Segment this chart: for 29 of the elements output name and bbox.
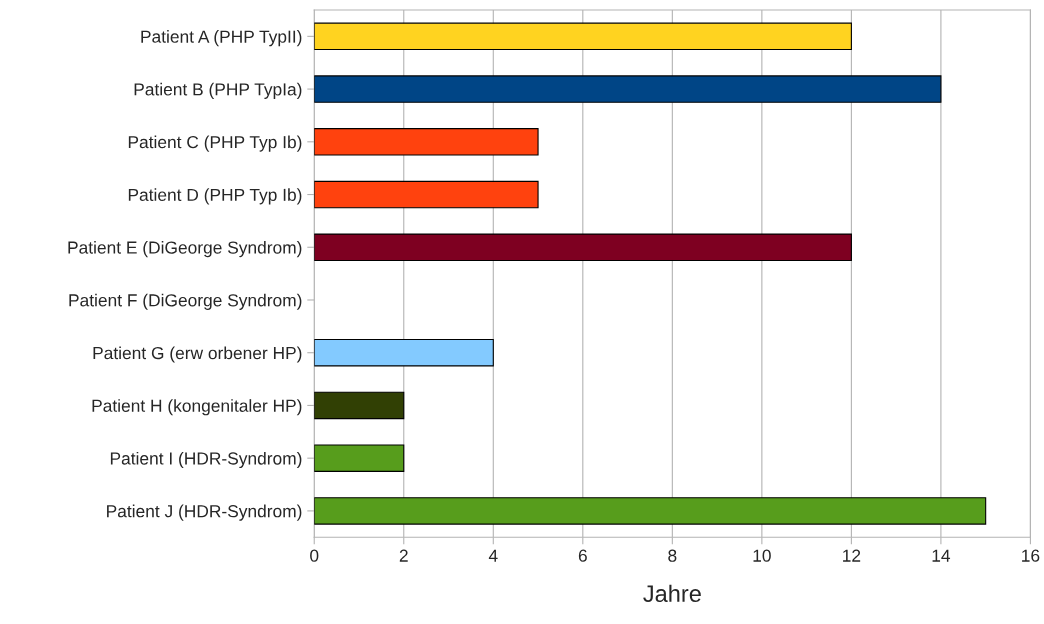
bar <box>314 338 494 367</box>
bar <box>314 444 405 472</box>
bar <box>314 497 987 525</box>
x-tick-label: 10 <box>753 549 771 562</box>
bar <box>314 75 942 103</box>
x-axis-title: Jahre <box>643 584 701 603</box>
y-tick-label: Patient F (DiGeorge Syndrom) <box>69 293 302 310</box>
x-tick-label: 2 <box>399 549 408 562</box>
y-tick-label: Patient G (erw orbener HP) <box>93 346 302 363</box>
x-tick-label: 0 <box>310 549 319 562</box>
x-tick-label: 12 <box>843 549 861 562</box>
y-tick-label: Patient A (PHP TypII) <box>141 30 302 47</box>
y-tick-label: Patient J (HDR-Syndrom) <box>107 504 302 521</box>
x-tick-label: 6 <box>578 549 587 562</box>
x-tick-label: 4 <box>488 549 498 562</box>
bar <box>314 22 852 51</box>
bar <box>314 233 852 261</box>
x-tick-label: 16 <box>1022 549 1040 562</box>
y-tick-label: Patient B (PHP TypIa) <box>134 82 302 99</box>
bar <box>314 180 539 209</box>
x-tick-label: 14 <box>932 549 951 562</box>
y-tick-label: Patient C (PHP Typ Ib) <box>128 135 302 152</box>
y-tick-label: Patient E (DiGeorge Syndrom) <box>68 240 302 258</box>
y-tick-label: Patient D (PHP Typ Ib) <box>128 188 302 205</box>
y-tick-label: Patient I (HDR-Syndrom) <box>110 451 302 469</box>
bar <box>314 128 539 156</box>
y-tick-label: Patient H (kongenitaler HP) <box>92 399 302 416</box>
bar <box>314 391 405 420</box>
x-tick-label: 8 <box>668 549 677 562</box>
